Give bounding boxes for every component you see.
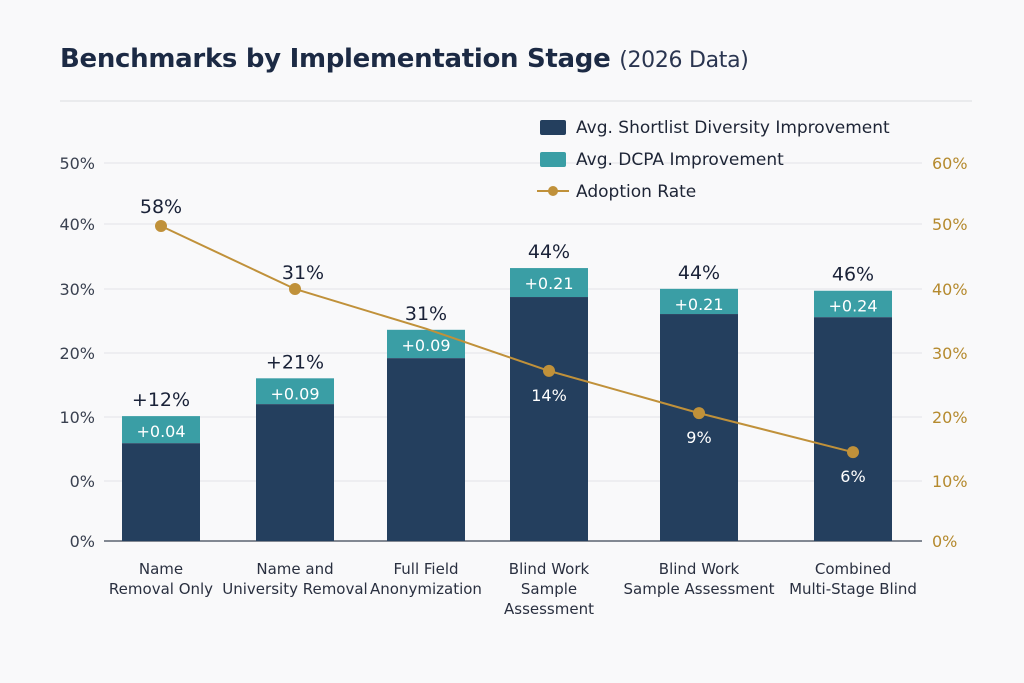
- adoption-value-label: 31%: [282, 262, 324, 284]
- adoption-line: [160, 225, 854, 454]
- diversity-value-label: +21%: [266, 351, 324, 373]
- legend-swatch-adoption-marker: [548, 186, 558, 196]
- category-label: Multi-Stage Blind: [789, 580, 917, 598]
- left-tick-label: 0%: [70, 472, 95, 491]
- category-label: Combined: [815, 560, 891, 578]
- left-tick-label: 0%: [70, 532, 95, 551]
- dcpa-value-label: +0.04: [136, 422, 185, 441]
- dcpa-bar: [256, 378, 334, 405]
- dcpa-bar: [122, 416, 200, 444]
- right-tick-label: 0%: [932, 532, 957, 551]
- dcpa-bar: [510, 268, 588, 298]
- diversity-value-label: 44%: [678, 262, 720, 284]
- right-tick-label: 50%: [932, 215, 968, 234]
- category-label: Blind Work: [509, 560, 590, 578]
- left-tick-label: 50%: [59, 154, 95, 173]
- legend-label: Avg. Shortlist Diversity Improvement: [576, 118, 890, 138]
- title-text: Benchmarks by Implementation Stage: [60, 44, 611, 74]
- dcpa-bar: [387, 329, 465, 359]
- category-label: Full Field: [393, 560, 458, 578]
- diversity-bar: [256, 404, 334, 541]
- adoption-marker: [693, 407, 705, 420]
- dcpa-value-label: +0.09: [401, 336, 450, 355]
- right-tick-label: 40%: [932, 280, 968, 299]
- diversity-bar: [387, 358, 465, 541]
- dcpa-value-label: +0.09: [270, 384, 319, 403]
- diversity-bar: [660, 314, 738, 541]
- adoption-marker: [289, 283, 301, 295]
- right-tick-label: 10%: [932, 472, 968, 491]
- diversity-value-label: 44%: [528, 241, 570, 263]
- category-label: Sample: [521, 580, 577, 598]
- diversity-bar: [510, 297, 588, 541]
- legend-swatch-dcpa: [540, 152, 566, 167]
- category-label: Sample Assessment: [624, 580, 775, 598]
- left-tick-label: 10%: [59, 408, 95, 427]
- adoption-marker: [155, 220, 167, 232]
- adoption-value-label: 9%: [686, 428, 711, 447]
- legend-label: Adoption Rate: [576, 182, 696, 202]
- category-label: Blind Work: [659, 560, 740, 578]
- diversity-value-label: 46%: [832, 264, 874, 286]
- legend-swatch-diversity: [540, 120, 566, 135]
- adoption-value-label: 14%: [531, 386, 567, 405]
- right-tick-label: 20%: [932, 408, 968, 427]
- category-label: University Removal: [222, 580, 367, 598]
- subtitle-text: (2026 Data): [619, 48, 749, 73]
- adoption-value-label: 6%: [840, 467, 865, 486]
- diversity-bar: [122, 443, 200, 541]
- chart-title: Benchmarks by Implementation Stage (2026…: [60, 44, 749, 74]
- category-label: Anonymization: [370, 580, 482, 598]
- adoption-value-label: 58%: [140, 196, 182, 218]
- left-tick-label: 40%: [59, 215, 95, 234]
- left-tick-label: 30%: [59, 280, 95, 299]
- dcpa-bar: [660, 288, 738, 315]
- right-tick-label: 60%: [932, 154, 968, 173]
- diversity-value-label: +12%: [132, 389, 190, 411]
- adoption-marker: [847, 446, 859, 459]
- category-label: Removal Only: [109, 580, 213, 598]
- adoption-marker: [543, 364, 555, 377]
- category-label: Assessment: [504, 600, 594, 618]
- diversity-value-label: 31%: [405, 303, 447, 325]
- diversity-bar: [814, 317, 892, 541]
- dcpa-bar: [814, 290, 892, 318]
- dcpa-value-label: +0.21: [674, 295, 723, 314]
- dcpa-value-label: +0.24: [828, 297, 877, 316]
- category-label: Name: [139, 560, 183, 578]
- right-tick-label: 30%: [932, 344, 968, 363]
- left-tick-label: 20%: [59, 344, 95, 363]
- legend-label: Avg. DCPA Improvement: [576, 150, 784, 170]
- dcpa-value-label: +0.21: [524, 274, 573, 293]
- category-label: Name and: [256, 560, 333, 578]
